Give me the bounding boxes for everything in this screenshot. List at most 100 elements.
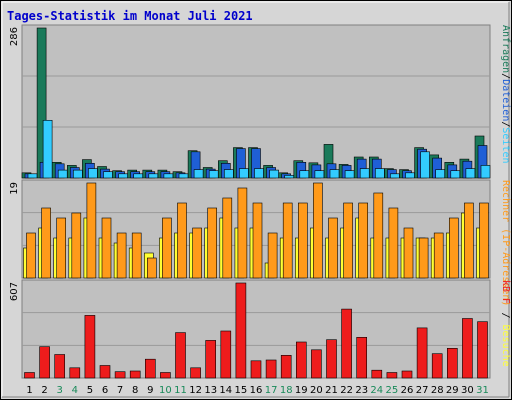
- bar-kbytes: [416, 327, 428, 379]
- bar-sites: [222, 197, 233, 279]
- bar-kbytes: [84, 315, 96, 379]
- bar-files: [27, 173, 38, 179]
- bar-files: [435, 169, 446, 179]
- bar-sites: [147, 257, 157, 279]
- day-label: 24: [370, 385, 383, 396]
- y-max-label: 19: [9, 182, 20, 195]
- bar-files: [224, 169, 234, 179]
- day-label: 9: [147, 385, 153, 396]
- bar-files: [359, 168, 370, 179]
- bar-sites: [267, 232, 278, 279]
- day-label: 21: [325, 385, 338, 396]
- bar-kbytes: [295, 341, 307, 379]
- series-legend-label: Rechner (IP-Adressen) / Besuche: [500, 180, 511, 367]
- bar-files: [118, 173, 128, 179]
- bar-files: [405, 172, 415, 179]
- day-label: 26: [401, 385, 414, 396]
- bar-kbytes: [431, 353, 443, 379]
- y-max-label: 286: [9, 27, 20, 46]
- day-label: 3: [57, 385, 63, 396]
- bar-files: [193, 169, 204, 179]
- bar-kbytes: [160, 372, 171, 379]
- bar-kbytes: [356, 336, 368, 379]
- legend-part: Dateien: [500, 79, 511, 121]
- day-label: 23: [355, 385, 368, 396]
- day-label: 7: [117, 385, 123, 396]
- legend-part: Rechner (IP-Adressen): [500, 180, 511, 306]
- bar-sites: [464, 202, 474, 279]
- bar-files: [208, 170, 219, 179]
- bar-sites: [297, 202, 308, 279]
- bar-files: [344, 170, 355, 179]
- bar-sites: [282, 202, 293, 279]
- y-max-label: 607: [9, 282, 20, 301]
- bar-kbytes: [39, 346, 50, 379]
- day-label: 1: [26, 385, 32, 396]
- panels: 286 Anfragen/Dateien/Seiten 19 Rechner (IP-…: [9, 24, 511, 379]
- bar-sites: [56, 217, 67, 279]
- bar-files: [420, 151, 430, 179]
- day-label: 14: [219, 385, 232, 396]
- bar-kbytes: [477, 321, 488, 379]
- bar-kbytes: [24, 372, 35, 379]
- bar-files: [103, 171, 113, 179]
- bar-kbytes: [54, 354, 66, 379]
- bar-sites: [237, 187, 248, 279]
- day-label: 12: [189, 385, 202, 396]
- bar-files: [88, 168, 98, 179]
- bar-kbytes: [220, 330, 232, 379]
- bar-kbytes: [190, 367, 201, 379]
- bar-kbytes: [235, 282, 247, 379]
- legend-part: /: [500, 306, 511, 324]
- bar-files: [163, 173, 174, 179]
- bar-sites: [358, 202, 369, 279]
- bar-sites: [162, 217, 172, 279]
- legend-part: Anfragen: [500, 25, 511, 73]
- day-label: 25: [386, 385, 399, 396]
- bar-sites: [116, 232, 127, 279]
- bar-sites: [373, 192, 384, 279]
- bar-files: [239, 168, 249, 179]
- day-label: 11: [174, 385, 187, 396]
- bar-sites: [207, 207, 217, 279]
- bar-files: [450, 170, 461, 179]
- bar-kbytes: [280, 354, 292, 379]
- bar-files: [57, 169, 68, 179]
- bar-sites: [86, 182, 97, 279]
- day-label: 27: [416, 385, 429, 396]
- day-label: 28: [431, 385, 444, 396]
- day-label: 2: [41, 385, 47, 396]
- legend-part: Besuche: [500, 325, 511, 367]
- bar-sites: [26, 232, 36, 279]
- bar-kbytes: [129, 370, 141, 379]
- bar-files: [374, 168, 385, 179]
- day-label: 19: [295, 385, 308, 396]
- day-labels: 1 2 3 4 5 6 7 8 9 10 11 12 13 14 15 16 17 18 19 20 21 22 23 24 2…: [26, 385, 489, 396]
- bar-sites: [131, 232, 142, 279]
- day-label: 18: [280, 385, 293, 396]
- bar-sites: [313, 182, 323, 279]
- bar-sites: [403, 227, 414, 279]
- series-legend-label: Anfragen/Dateien/Seiten: [500, 25, 511, 164]
- bar-kbytes: [145, 358, 156, 379]
- bar-kbytes: [326, 339, 337, 379]
- bar-sites: [328, 217, 338, 279]
- bar-sites: [418, 237, 429, 279]
- panel-middle: 19 Rechner (IP-Adressen) / Besuche: [9, 179, 511, 367]
- bar-files: [73, 169, 83, 179]
- day-label: 29: [446, 385, 459, 396]
- day-label: 13: [204, 385, 217, 396]
- bar-files: [254, 168, 264, 179]
- bar-files: [178, 173, 189, 179]
- bar-files: [133, 173, 143, 179]
- bar-sites: [252, 202, 263, 279]
- bar-files: [284, 175, 295, 179]
- bar-kbytes: [401, 370, 413, 379]
- bar-kbytes: [462, 318, 473, 379]
- bar-files: [314, 170, 325, 179]
- bar-files: [148, 173, 159, 179]
- bar-files: [465, 168, 476, 179]
- bar-files: [42, 120, 53, 179]
- bar-kbytes: [205, 340, 216, 379]
